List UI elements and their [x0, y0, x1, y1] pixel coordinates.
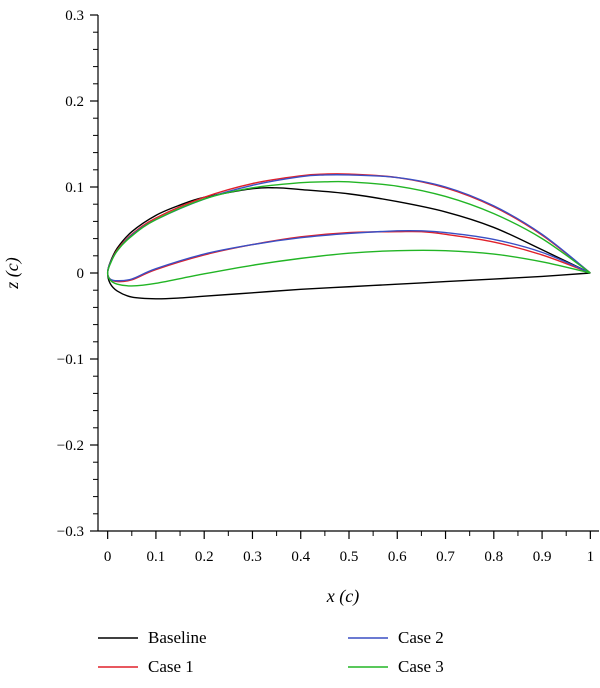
x-tick-label: 0.5: [340, 549, 359, 565]
series-line-case-3: [106, 180, 591, 287]
series-line-case-1: [106, 173, 591, 283]
y-axis: −0.3 −0.2 −0.1 0 0.1 0.2 0.3: [57, 8, 98, 540]
x-tick-label: 0.2: [195, 549, 214, 565]
y-tick-label: −0.1: [57, 352, 84, 368]
legend-label-baseline: Baseline: [148, 628, 207, 647]
x-tick-label: 0.8: [484, 549, 503, 565]
y-tick-label: 0.1: [65, 180, 84, 196]
x-axis-label: x (c): [326, 586, 359, 607]
legend-label-case-1: Case 1: [148, 657, 194, 676]
y-tick-label: 0.3: [65, 8, 84, 24]
x-tick-label: 0.4: [291, 549, 310, 565]
x-tick-label: 0.6: [388, 549, 407, 565]
x-axis: 0 0.1 0.2 0.3 0.4 0.5 0.6 0.7 0.8 0.9 1: [104, 531, 594, 565]
y-tick-label: −0.2: [57, 438, 84, 454]
axis-labels: x (c) z (c): [2, 257, 359, 607]
legend-label-case-3: Case 3: [398, 657, 444, 676]
y-tick-label: 0: [77, 266, 85, 282]
x-tick-label: 1: [587, 549, 595, 565]
x-tick-label: 0.3: [243, 549, 262, 565]
plot-frame: [97, 15, 599, 532]
x-tick-label: 0.7: [436, 549, 455, 565]
y-tick-label: −0.3: [57, 524, 84, 540]
legend-label-case-2: Case 2: [398, 628, 444, 647]
x-tick-label: 0: [104, 549, 112, 565]
legend: Baseline Case 1 Case 2 Case 3: [98, 628, 444, 676]
x-tick-label: 0.9: [533, 549, 552, 565]
y-axis-label: z (c): [2, 257, 23, 289]
x-tick-label: 0.1: [147, 549, 166, 565]
y-tick-label: 0.2: [65, 94, 84, 110]
series-line-case-2: [106, 173, 591, 282]
series-layer: [106, 173, 591, 300]
series-line-baseline: [106, 186, 591, 300]
